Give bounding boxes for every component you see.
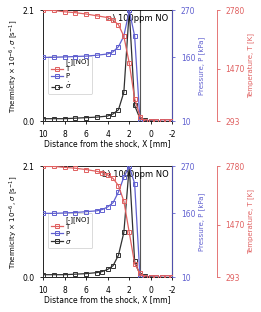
Y-axis label: Pressure, P [kPa]: Pressure, P [kPa] [198,193,205,251]
Y-axis label: Pressure, P [kPa]: Pressure, P [kPa] [198,37,205,95]
Text: a) 100ppm NO: a) 100ppm NO [107,14,169,23]
X-axis label: Distance from the shock, X [mm]: Distance from the shock, X [mm] [44,296,171,305]
Y-axis label: Thermicity $\times$ 10$^{-6}$, $\sigma$ [s$^{-1}$]: Thermicity $\times$ 10$^{-6}$, $\sigma$ … [7,175,20,269]
Legend: [-][NO], T, P, $\dot{\sigma}$: [-][NO], T, P, $\dot{\sigma}$ [48,56,92,94]
Y-axis label: Temperature, T [K]: Temperature, T [K] [247,189,254,254]
X-axis label: Distance from the shock, X [mm]: Distance from the shock, X [mm] [44,140,171,149]
Y-axis label: Thermicity $\times$ 10$^{-6}$, $\sigma$ [s$^{-1}$]: Thermicity $\times$ 10$^{-6}$, $\sigma$ … [7,19,20,113]
Legend: [-][NO], T, P, $\sigma$: [-][NO], T, P, $\sigma$ [48,213,92,248]
Y-axis label: Temperature, T [K]: Temperature, T [K] [247,33,254,98]
Text: b) 1000ppm NO: b) 1000ppm NO [102,170,169,179]
